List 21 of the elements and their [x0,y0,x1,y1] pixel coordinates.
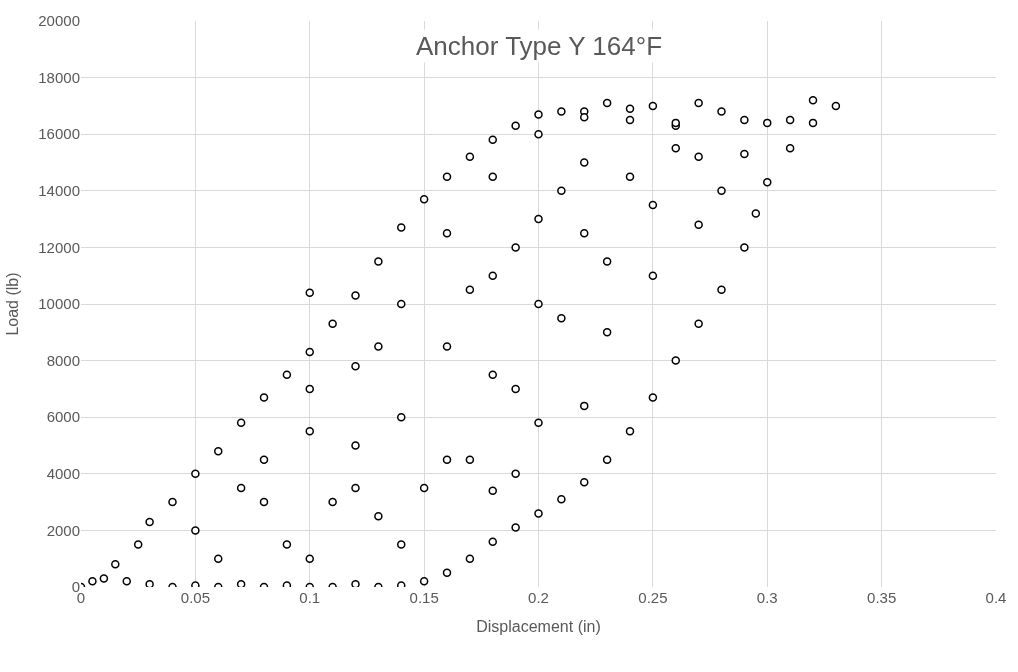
x-tick-label: 0.4 [985,589,1007,606]
y-tick-label: 16000 [38,125,80,143]
y-tick-label: 6000 [46,408,80,426]
y-tick-label: 2000 [46,521,80,539]
x-tick-label: 0.35 [867,589,897,606]
y-tick-label: 10000 [38,295,80,313]
y-tick-label: 4000 [46,465,80,483]
x-tick-label: 0.25 [638,589,668,606]
y-tick-label: 20000 [38,12,80,30]
x-tick-label: 0.3 [756,589,778,606]
x-tick-label: 0.05 [180,589,210,606]
y-axis-title: Load (lb) [4,272,22,336]
y-tick-label: 18000 [38,68,80,86]
chart-title: Anchor Type Y 164°F [416,31,663,61]
x-tick-label: 0.15 [409,589,439,606]
x-axis-title: Displacement (in) [476,617,601,635]
y-tick-label: 14000 [38,182,80,200]
y-tick-label: 8000 [46,351,80,369]
x-tick-label: 0.1 [299,589,321,606]
y-tick-label: 12000 [38,238,80,256]
x-tick-label: 0.2 [528,589,549,606]
